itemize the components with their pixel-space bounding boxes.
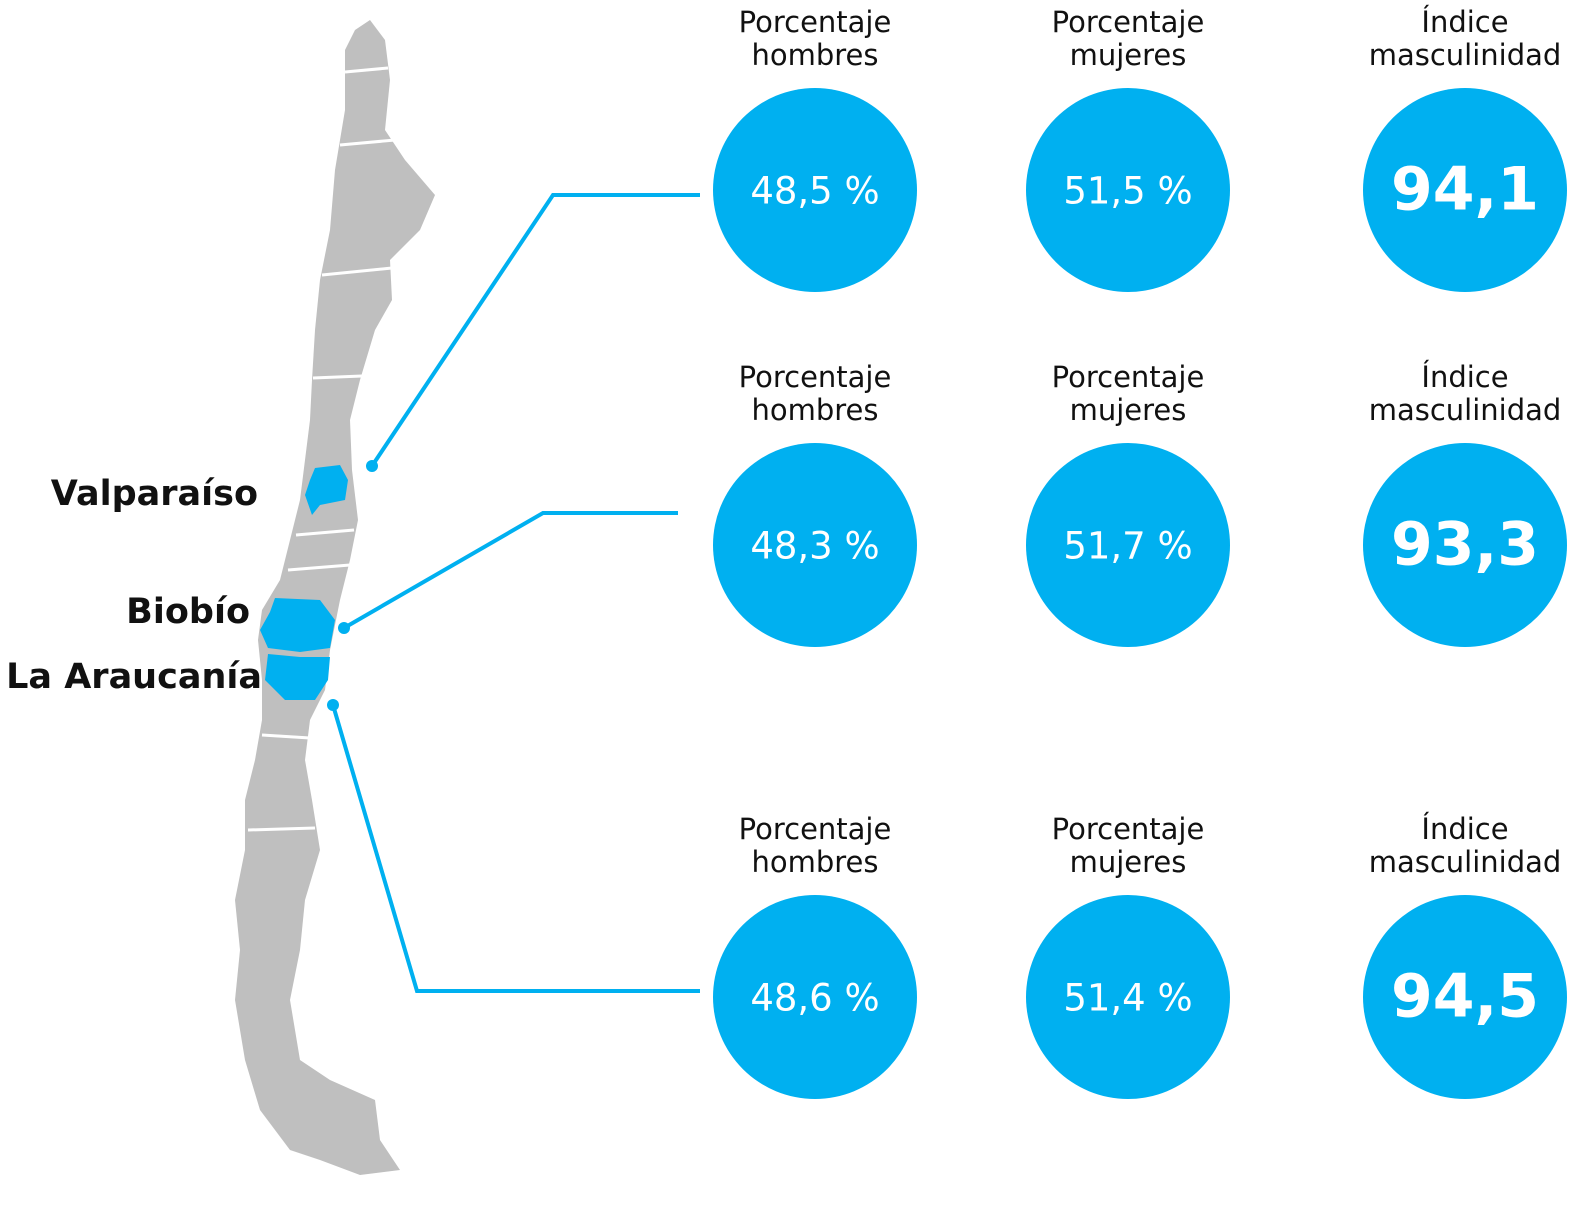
stat-label: hombres [751, 38, 878, 72]
connector-dot [338, 622, 350, 634]
stat-label: masculinidad [1369, 38, 1562, 72]
region-borders [247, 66, 396, 832]
stat-value: 94,5 [1391, 962, 1539, 1032]
stat-label: mujeres [1070, 38, 1187, 72]
stat-label: Índice [1421, 812, 1508, 846]
connector [331, 704, 700, 993]
stat-value: 51,5 % [1063, 170, 1192, 213]
stat-circle [713, 443, 917, 647]
stat-circle [1026, 443, 1230, 647]
region-valparaiso [305, 465, 348, 515]
stat-value: 48,5 % [750, 170, 879, 213]
stat-circle [1363, 443, 1567, 647]
region-label: Valparaíso [51, 474, 258, 514]
stat-label: Porcentaje [739, 5, 892, 39]
stat-label: Porcentaje [1052, 360, 1205, 394]
stat-circle [1363, 88, 1567, 292]
stat-circle [1026, 88, 1230, 292]
stat-value: 51,7 % [1063, 525, 1192, 568]
stat-label: hombres [751, 845, 878, 879]
stat-label: Índice [1421, 5, 1508, 39]
region-label: La Araucanía [6, 657, 262, 697]
stat-label: Porcentaje [1052, 5, 1205, 39]
connectors [331, 193, 700, 993]
stat-circle [713, 895, 917, 1099]
connector [342, 511, 678, 630]
stat-value: 48,3 % [750, 525, 879, 568]
stat-label: mujeres [1070, 393, 1187, 427]
stat-label: hombres [751, 393, 878, 427]
connector [370, 193, 700, 468]
stat-label: Índice [1421, 360, 1508, 394]
map-chile [235, 20, 435, 1175]
stat-label: Porcentaje [1052, 812, 1205, 846]
stat-value: 94,1 [1391, 155, 1539, 225]
stat-circle [1363, 895, 1567, 1099]
region-biobio [260, 598, 335, 652]
stat-label: mujeres [1070, 845, 1187, 879]
stat-label: masculinidad [1369, 845, 1562, 879]
region-araucania [265, 654, 330, 700]
connector-dot [327, 699, 339, 711]
stat-label: Porcentaje [739, 360, 892, 394]
region-label: Biobío [126, 592, 250, 632]
stat-circle [713, 88, 917, 292]
connector-dot [366, 460, 378, 472]
stat-label: masculinidad [1369, 393, 1562, 427]
stat-value: 51,4 % [1063, 977, 1192, 1020]
stat-value: 48,6 % [750, 977, 879, 1020]
stat-circle [1026, 895, 1230, 1099]
stat-value: 93,3 [1391, 510, 1539, 580]
stat-label: Porcentaje [739, 812, 892, 846]
